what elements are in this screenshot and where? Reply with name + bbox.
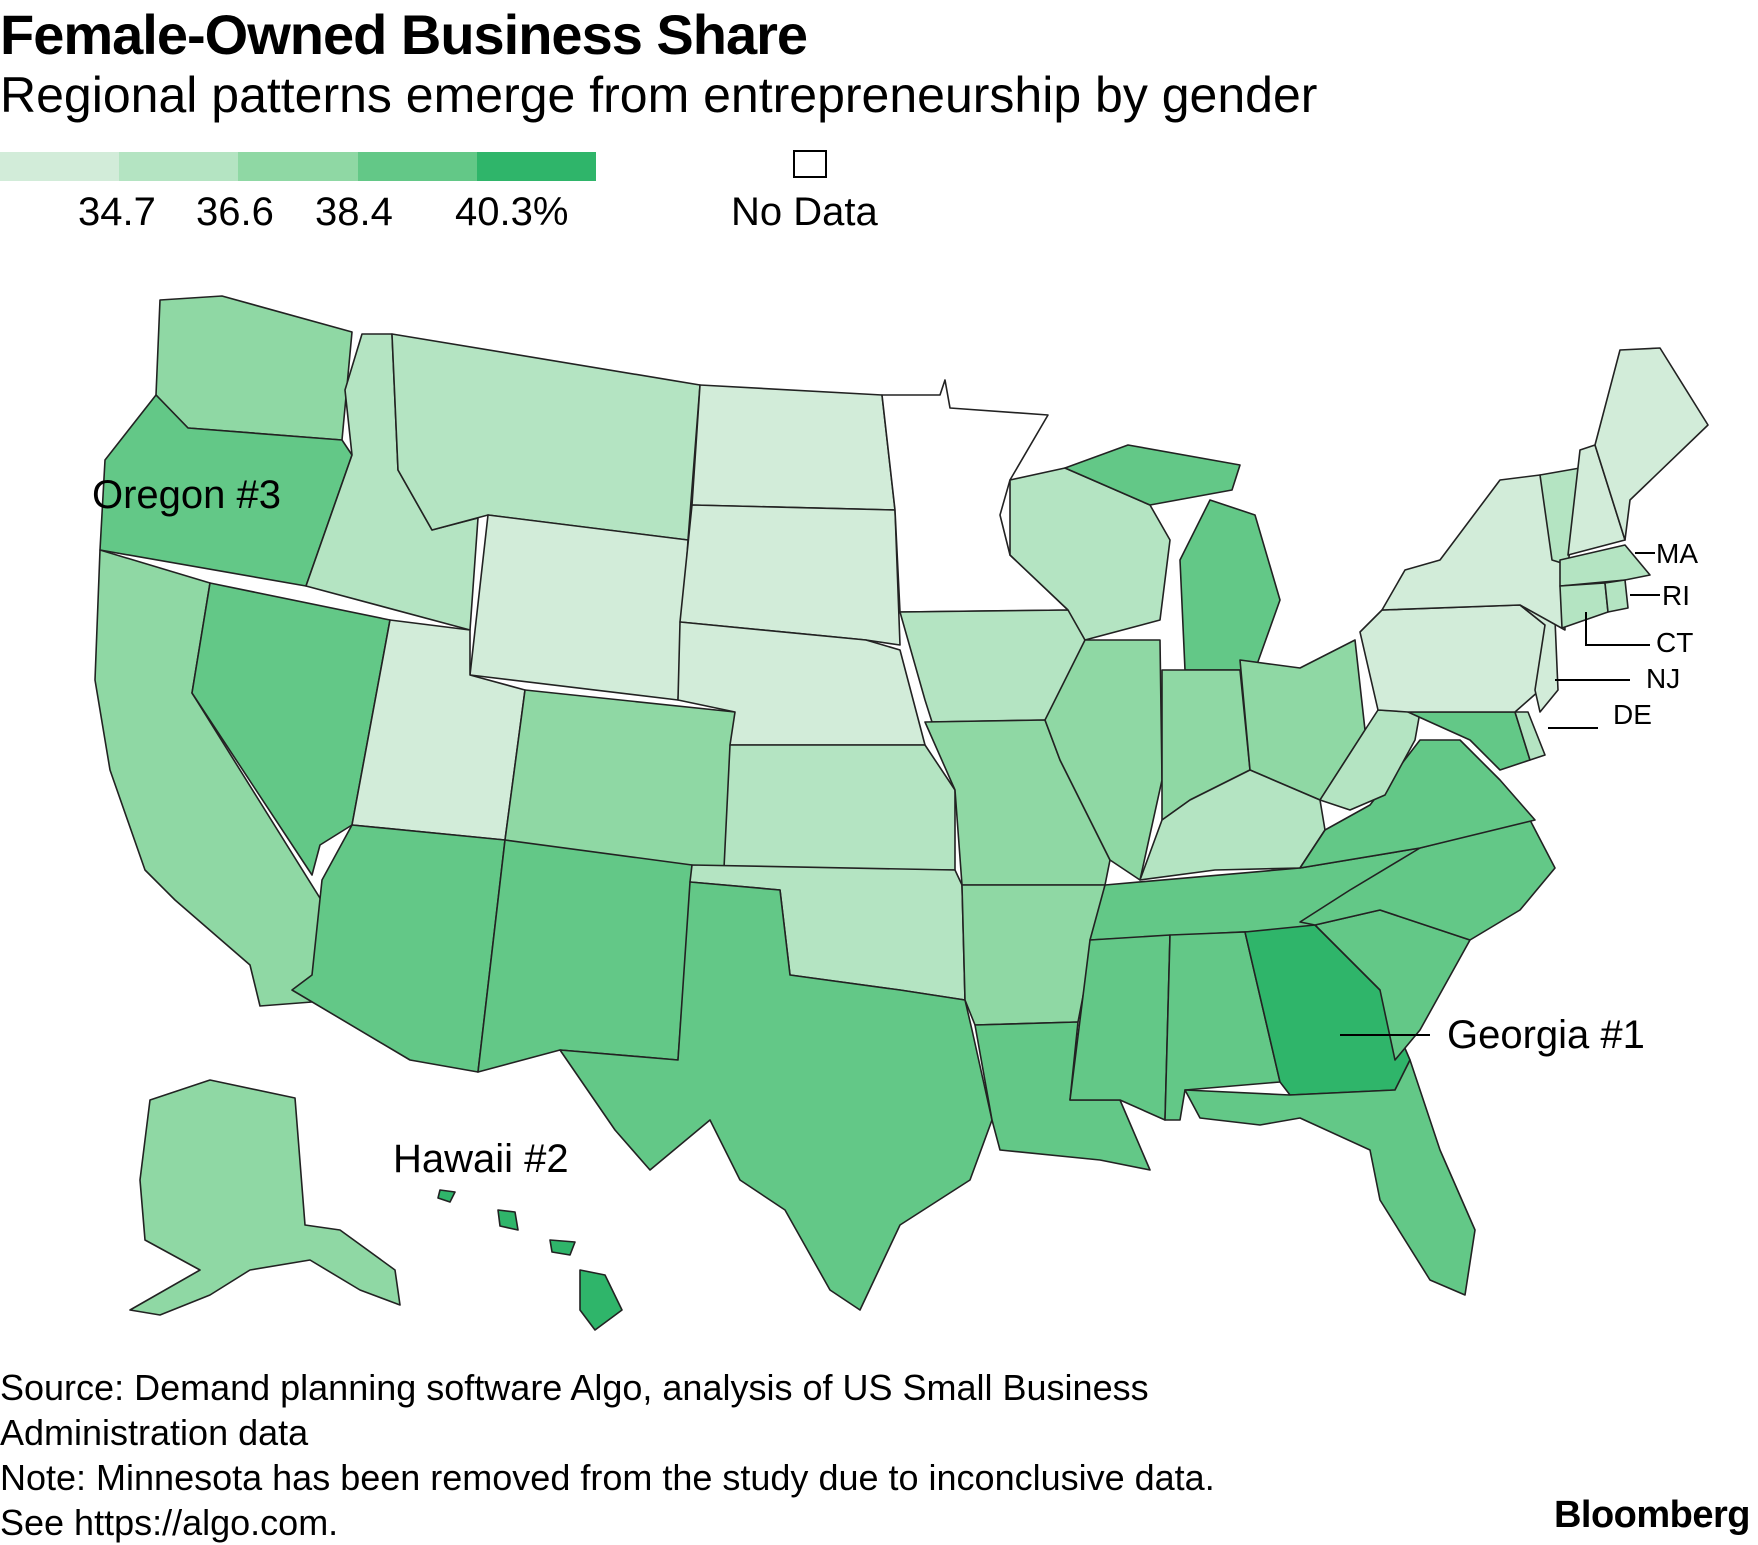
legend-label-4: 40.3% <box>455 190 569 234</box>
legend-label-3: 38.4 <box>315 190 393 234</box>
state-ms <box>1069 934 1171 1121</box>
callout-georgia: Georgia #1 <box>1447 1013 1645 1057</box>
state-de <box>1514 711 1546 761</box>
note-line-1: Note: Minnesota has been removed from th… <box>0 1457 1215 1498</box>
state-me <box>1594 347 1709 541</box>
label-ct: CT <box>1656 627 1693 658</box>
chart-subtitle: Regional patterns emerge from entreprene… <box>0 67 1318 123</box>
state-ct <box>1559 582 1609 629</box>
legend-swatch-5 <box>476 152 597 181</box>
chart-title: Female-Owned Business Share <box>0 3 808 66</box>
chart-footer: Source: Demand planning software Algo, a… <box>0 1365 1420 1545</box>
state-ak <box>129 1079 401 1316</box>
legend-no-data-swatch <box>793 150 827 178</box>
legend-swatch-3 <box>238 152 358 181</box>
source-line-2: Administration data <box>0 1412 309 1453</box>
label-ri: RI <box>1662 580 1690 611</box>
legend-label-2: 36.6 <box>196 190 274 234</box>
state-fl <box>1184 1059 1476 1296</box>
state-wv <box>1319 709 1421 811</box>
source-line-1: Source: Demand planning software Algo, a… <box>0 1367 1149 1408</box>
us-choropleth-map: Oregon #3 Hawaii #2 Georgia #1 MA RI CT … <box>92 295 1709 1331</box>
label-nj: NJ <box>1646 663 1680 694</box>
state-tx <box>559 881 993 1311</box>
state-sd <box>679 504 901 646</box>
state-nm <box>477 839 693 1073</box>
state-wy <box>469 514 689 701</box>
legend-color-scale <box>0 152 597 181</box>
state-va <box>1299 739 1536 869</box>
state-wa <box>155 295 353 441</box>
state-ri <box>1604 579 1629 613</box>
state-nd <box>691 384 896 511</box>
state-hi <box>437 1189 623 1331</box>
state-az <box>291 824 506 1073</box>
note-line-2: See https://algo.com. <box>0 1502 339 1543</box>
state-il <box>1044 639 1163 881</box>
callout-oregon: Oregon #3 <box>92 473 281 517</box>
legend-swatch-4 <box>357 152 477 181</box>
legend-swatch-2 <box>119 152 239 181</box>
state-nc <box>1299 819 1556 941</box>
state-la <box>974 1021 1151 1171</box>
label-ma: MA <box>1656 538 1698 569</box>
state-ks <box>723 744 956 871</box>
legend-swatch-1 <box>0 152 120 181</box>
state-pa <box>1359 604 1546 713</box>
callout-ct-leader <box>1585 612 1650 646</box>
label-de: DE <box>1613 699 1652 730</box>
callout-hawaii: Hawaii #2 <box>393 1137 569 1181</box>
state-ny <box>1381 474 1566 631</box>
state-mn <box>881 379 1069 613</box>
legend-label-1: 34.7 <box>78 190 156 234</box>
state-mt <box>391 333 701 541</box>
bloomberg-logo: Bloomberg <box>1553 1494 1751 1536</box>
legend-no-data-label: No Data <box>731 190 878 234</box>
state-ma <box>1559 544 1651 587</box>
